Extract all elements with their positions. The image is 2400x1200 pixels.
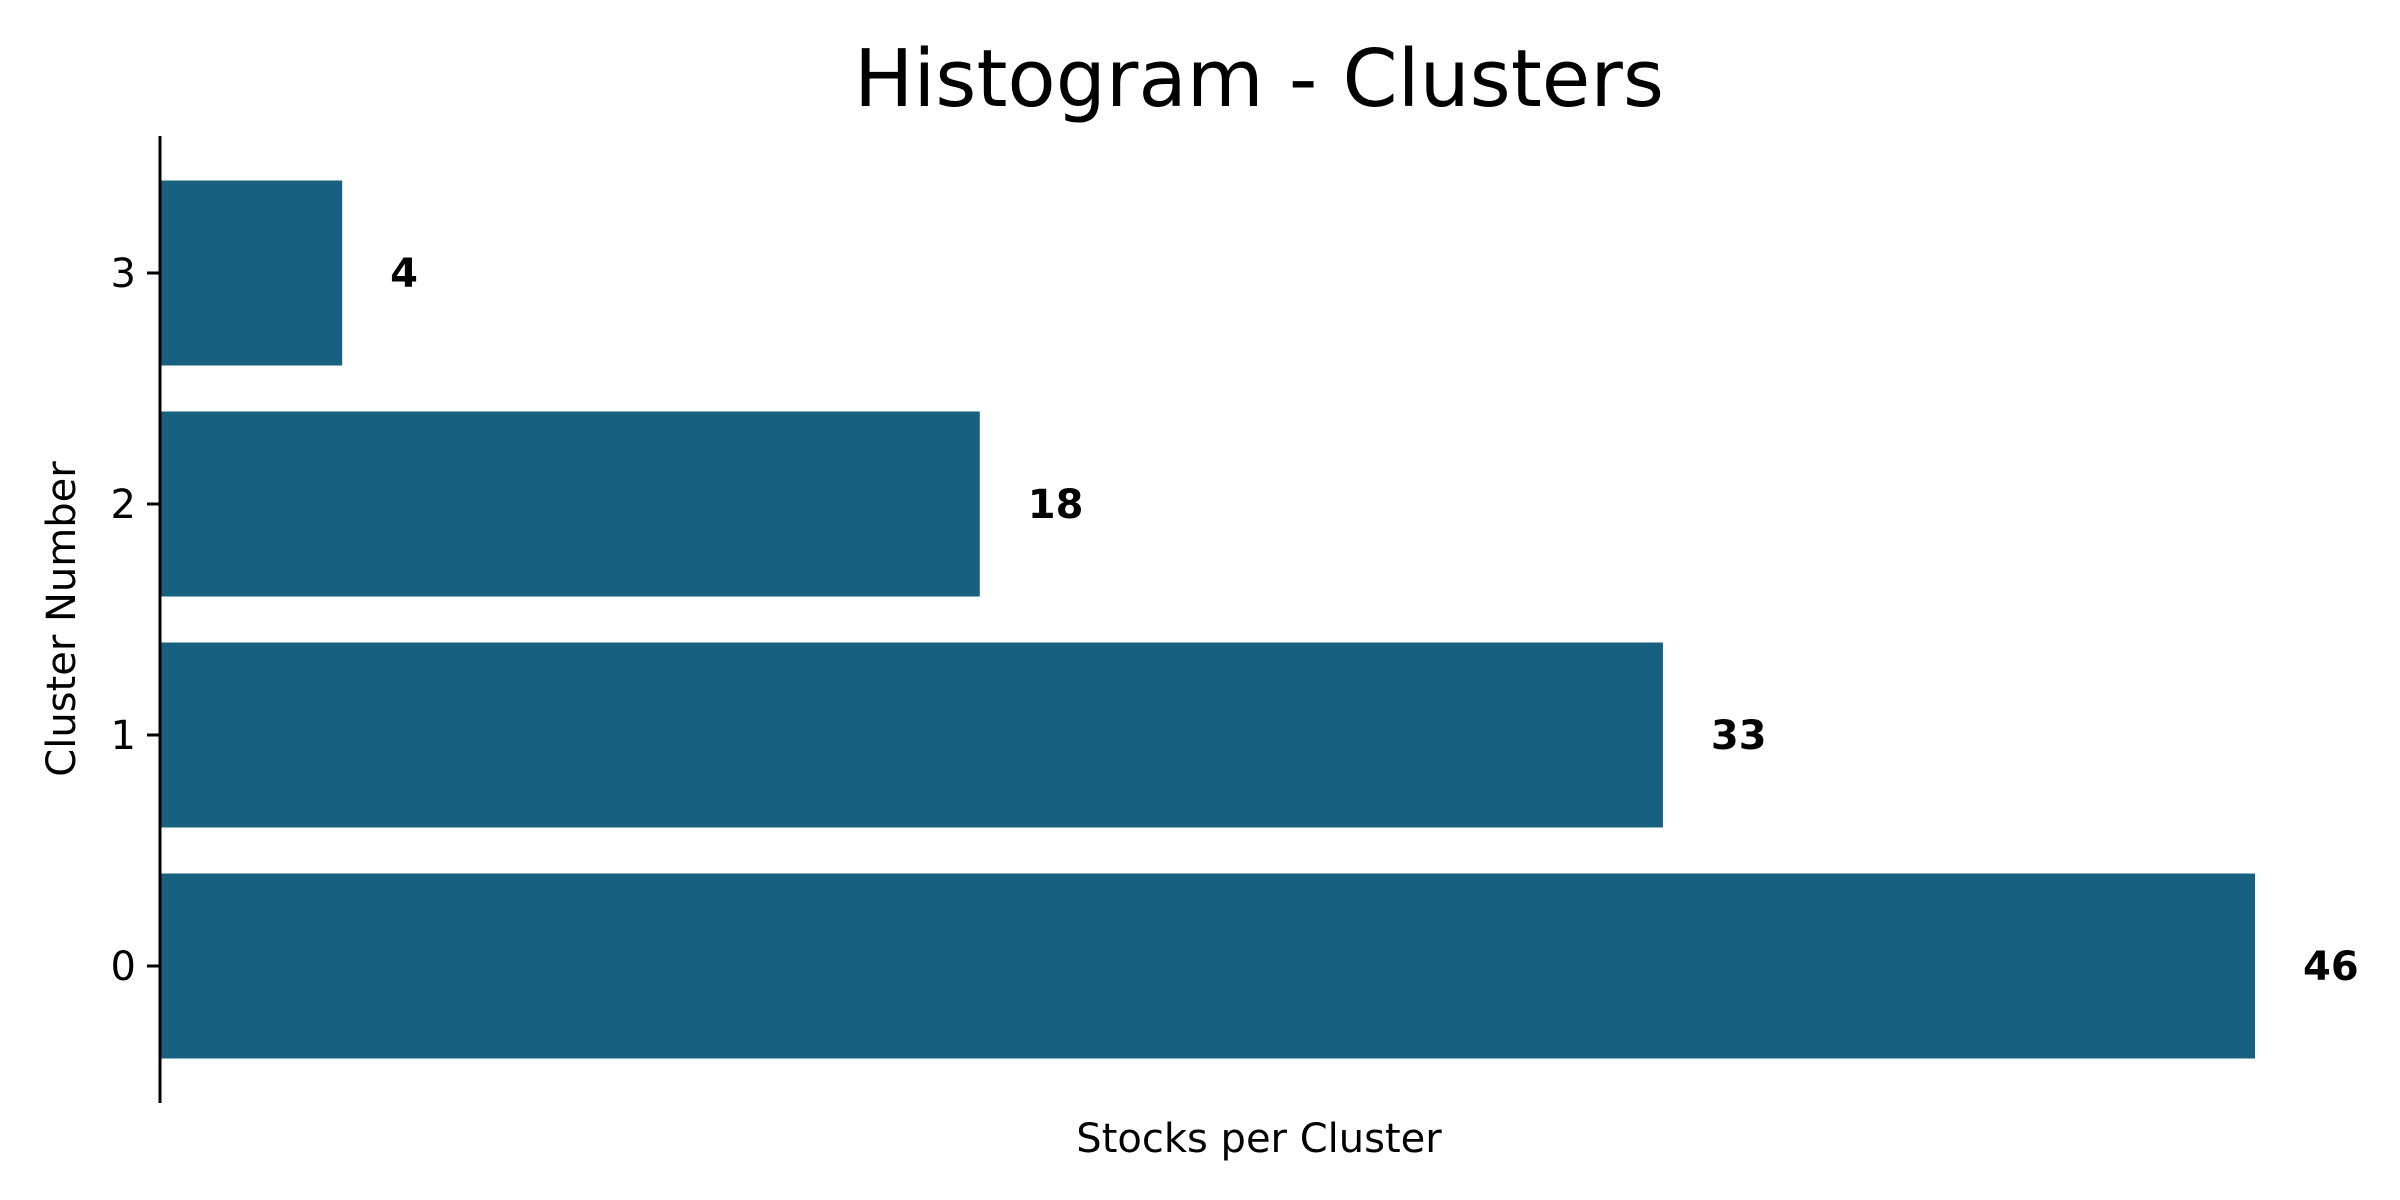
data-label-cluster-1: 33 — [1711, 713, 1767, 759]
y-axis-label: Cluster Number — [39, 461, 85, 777]
chart-title: Histogram - Clusters — [854, 33, 1664, 125]
bar-cluster-2 — [160, 411, 980, 597]
x-axis-label: Stocks per Cluster — [1076, 1116, 1442, 1162]
data-labels-group: 46 33 18 4 — [390, 251, 2358, 990]
y-axis-ticks: 0 1 2 3 — [111, 251, 160, 990]
bar-cluster-0 — [160, 873, 2255, 1059]
bars-group — [160, 180, 2255, 1059]
y-tick-label-0: 0 — [111, 944, 136, 990]
data-label-cluster-0: 46 — [2303, 944, 2359, 990]
y-tick-label-2: 2 — [111, 482, 136, 528]
data-label-cluster-2: 18 — [1028, 482, 1084, 528]
y-tick-label-1: 1 — [111, 713, 136, 759]
bar-cluster-1 — [160, 642, 1663, 828]
bar-cluster-3 — [160, 180, 343, 366]
y-tick-label-3: 3 — [111, 251, 136, 297]
data-label-cluster-3: 4 — [390, 251, 418, 297]
